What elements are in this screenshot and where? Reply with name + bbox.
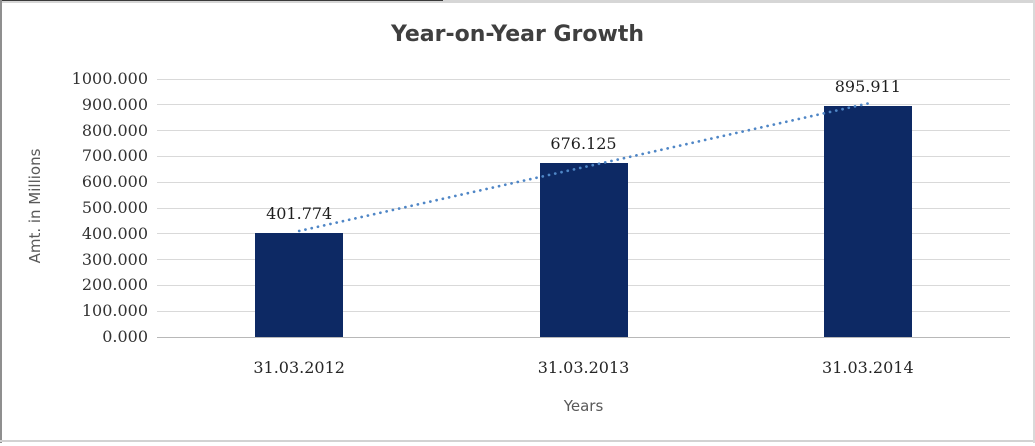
y-tick-label: 100.000 <box>81 301 148 321</box>
frame-border-left <box>0 0 2 443</box>
x-axis-title: Years <box>563 397 604 415</box>
y-tick-label: 500.000 <box>81 198 148 217</box>
frame-border-bottom <box>0 440 1035 442</box>
x-tick-label: 31.03.2014 <box>822 358 914 377</box>
y-tick-label: 600.000 <box>81 172 148 192</box>
y-tick-label: 0.000 <box>102 327 148 346</box>
x-tick-label: 31.03.2012 <box>253 358 345 377</box>
y-tick-label: 900.000 <box>81 94 148 114</box>
y-tick-label: 800.000 <box>81 120 148 140</box>
y-tick-label: 200.000 <box>81 275 148 295</box>
y-tick-label: 400.000 <box>81 223 148 243</box>
data-label: 895.911 <box>834 76 901 96</box>
frame-border-top <box>0 0 1035 3</box>
frame-border-top-dark-segment <box>0 0 443 1</box>
data-label: 676.125 <box>550 133 617 153</box>
gridline <box>157 78 1010 80</box>
x-tick-label: 31.03.2013 <box>537 358 630 377</box>
y-tick-label: 700.000 <box>81 146 148 166</box>
frame-border-right <box>1033 0 1035 443</box>
bar <box>255 233 344 337</box>
bar <box>539 162 628 337</box>
x-axis-line <box>157 336 1010 338</box>
bar <box>823 105 912 337</box>
y-tick-label: 1000.000 <box>71 69 148 88</box>
data-label: 401.774 <box>266 204 333 224</box>
y-tick-label: 300.000 <box>81 249 148 269</box>
chart-title: Year-on-Year Growth <box>390 22 645 47</box>
